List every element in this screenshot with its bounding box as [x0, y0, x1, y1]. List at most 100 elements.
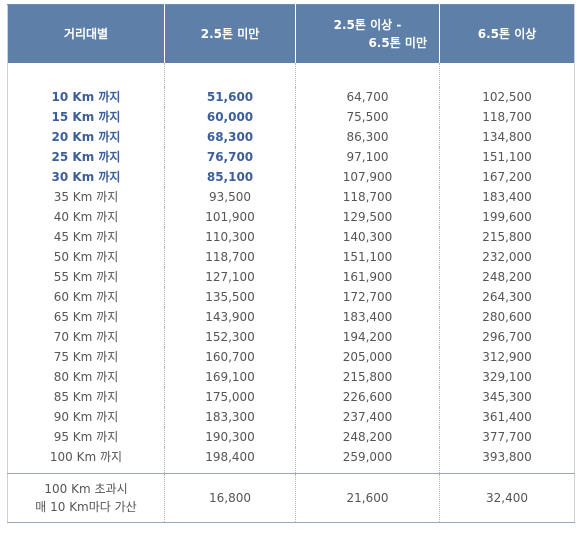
rate-over-6-5-ton-cell: 215,800	[482, 230, 532, 244]
rate-over-6-5-ton-cell: 361,400	[482, 410, 532, 424]
rate-2-5-to-6-5-ton-cell: 151,100	[295, 247, 440, 267]
rate-over-6-5-ton-cell: 280,600	[482, 310, 532, 324]
rate-2-5-to-6-5-ton-cell: 259,000	[295, 447, 440, 474]
table-row: 100 Km 까지 198,400 259,000 393,800	[7, 447, 575, 474]
rate-over-6-5-ton-cell: 134,800	[482, 130, 532, 144]
table-row: 10 Km 까지 51,600 64,700 102,500	[7, 87, 575, 107]
table-row: 65 Km 까지 143,900 183,400 280,600	[7, 307, 575, 327]
header-under-2-5-ton: 2.5톤 미만	[164, 4, 296, 63]
rate-under-2-5-ton-cell: 118,700	[164, 247, 296, 267]
rate-2-5-to-6-5-ton-cell: 75,500	[295, 107, 440, 127]
table-row: 35 Km 까지 93,500 118,700 183,400	[7, 187, 575, 207]
rate-over-6-5-ton-cell: 296,700	[482, 330, 532, 344]
surcharge-2-5-to-6-5-ton: 21,600	[295, 473, 440, 523]
distance-cell: 95 Km 까지	[7, 427, 165, 447]
rate-2-5-to-6-5-ton-cell: 140,300	[295, 227, 440, 247]
table-row: 15 Km 까지 60,000 75,500 118,700	[7, 107, 575, 127]
rate-over-6-5-ton-cell: 199,600	[482, 210, 532, 224]
rate-2-5-to-6-5-ton-cell: 161,900	[295, 267, 440, 287]
header-2-5-to-6-5-line1: 2.5톤 이상 -	[333, 18, 402, 32]
rate-2-5-to-6-5-ton-cell: 183,400	[295, 307, 440, 327]
distance-cell: 85 Km 까지	[7, 387, 165, 407]
header-over-6-5-ton: 6.5톤 이상	[439, 4, 575, 63]
rate-over-6-5-ton-cell: 264,300	[482, 290, 532, 304]
distance-cell: 70 Km 까지	[7, 327, 165, 347]
header-2-5-to-6-5-line2: 6.5톤 미만	[368, 36, 427, 50]
table-row: 75 Km 까지 160,700 205,000 312,900	[7, 347, 575, 367]
rate-under-2-5-ton-cell: 169,100	[164, 367, 296, 387]
table-row: 55 Km 까지 127,100 161,900 248,200	[7, 267, 575, 287]
table-row: 40 Km 까지 101,900 129,500 199,600	[7, 207, 575, 227]
distance-cell: 10 Km 까지	[7, 87, 165, 107]
rate-2-5-to-6-5-ton-cell: 129,500	[295, 207, 440, 227]
rate-under-2-5-ton-cell: 93,500	[164, 187, 296, 207]
surcharge-label: 100 Km 초과시 매 10 Km마다 가산	[7, 473, 165, 523]
distance-cell: 90 Km 까지	[7, 407, 165, 427]
distance-cell: 35 Km 까지	[7, 187, 165, 207]
rate-under-2-5-ton-cell: 51,600	[164, 87, 296, 107]
rate-under-2-5-ton-cell: 183,300	[164, 407, 296, 427]
rate-2-5-to-6-5-ton-cell: 97,100	[295, 147, 440, 167]
distance-cell: 80 Km 까지	[7, 367, 165, 387]
distance-cell: 25 Km 까지	[7, 147, 165, 167]
header-2-5-to-6-5-ton: 2.5톤 이상 - 6.5톤 미만	[295, 4, 440, 63]
rate-2-5-to-6-5-ton-cell: 64,700	[295, 87, 440, 107]
rate-under-2-5-ton-cell: 160,700	[164, 347, 296, 367]
rate-under-2-5-ton-cell: 198,400	[164, 447, 296, 474]
distance-cell: 15 Km 까지	[7, 107, 165, 127]
distance-cell: 55 Km 까지	[7, 267, 165, 287]
distance-cell: 75 Km 까지	[7, 347, 165, 367]
rate-under-2-5-ton-cell: 110,300	[164, 227, 296, 247]
distance-cell: 100 Km 까지	[7, 447, 165, 474]
table-row: 20 Km 까지 68,300 86,300 134,800	[7, 127, 575, 147]
rate-under-2-5-ton-cell: 190,300	[164, 427, 296, 447]
rate-over-6-5-ton-cell: 102,500	[482, 90, 532, 104]
rate-2-5-to-6-5-ton-cell: 205,000	[295, 347, 440, 367]
freight-rate-table: 거리대별 2.5톤 미만 2.5톤 이상 - 6.5톤 미만 6.5톤 이상 1…	[7, 4, 575, 523]
table-row: 70 Km 까지 152,300 194,200 296,700	[7, 327, 575, 347]
table-row: 80 Km 까지 169,100 215,800 329,100	[7, 367, 575, 387]
rate-under-2-5-ton-cell: 85,100	[164, 167, 296, 187]
surcharge-row: 100 Km 초과시 매 10 Km마다 가산 16,800 21,600 32…	[7, 473, 575, 523]
distance-cell: 65 Km 까지	[7, 307, 165, 327]
rate-2-5-to-6-5-ton-cell: 118,700	[295, 187, 440, 207]
rate-over-6-5-ton-cell: 393,800	[482, 450, 532, 464]
table-row: 45 Km 까지 110,300 140,300 215,800	[7, 227, 575, 247]
rate-rows: 10 Km 까지 51,600 64,700 102,500 15 Km 까지 60,00…	[7, 63, 575, 474]
rate-2-5-to-6-5-ton-cell: 194,200	[295, 327, 440, 347]
rate-over-6-5-ton-cell: 329,100	[482, 370, 532, 384]
rate-over-6-5-ton-cell: 183,400	[482, 190, 532, 204]
rate-2-5-to-6-5-ton-cell: 226,600	[295, 387, 440, 407]
table-row: 95 Km 까지 190,300 248,200 377,700	[7, 427, 575, 447]
rate-2-5-to-6-5-ton-cell: 172,700	[295, 287, 440, 307]
distance-cell: 20 Km 까지	[7, 127, 165, 147]
table-row: 60 Km 까지 135,500 172,700 264,300	[7, 287, 575, 307]
header-row: 거리대별 2.5톤 미만 2.5톤 이상 - 6.5톤 미만 6.5톤 이상	[7, 4, 575, 63]
surcharge-under-2-5-ton: 16,800	[164, 473, 296, 523]
rate-2-5-to-6-5-ton-cell: 248,200	[295, 427, 440, 447]
rate-2-5-to-6-5-ton-cell: 86,300	[295, 127, 440, 147]
rate-under-2-5-ton-cell: 68,300	[164, 127, 296, 147]
rate-over-6-5-ton-cell: 377,700	[482, 430, 532, 444]
rate-table-container: 거리대별 2.5톤 미만 2.5톤 이상 - 6.5톤 미만 6.5톤 이상 1…	[7, 4, 575, 540]
rate-under-2-5-ton-cell: 135,500	[164, 287, 296, 307]
header-distance: 거리대별	[7, 4, 165, 63]
surcharge-label-line2: 매 10 Km마다 가산	[35, 500, 137, 514]
distance-cell: 45 Km 까지	[7, 227, 165, 247]
rate-under-2-5-ton-cell: 143,900	[164, 307, 296, 327]
distance-cell: 60 Km 까지	[7, 287, 165, 307]
rate-under-2-5-ton-cell: 175,000	[164, 387, 296, 407]
rate-over-6-5-ton-cell: 345,300	[482, 390, 532, 404]
rate-over-6-5-ton-cell: 312,900	[482, 350, 532, 364]
rate-under-2-5-ton-cell: 60,000	[164, 107, 296, 127]
surcharge-over-6-5-ton: 32,400	[439, 473, 575, 523]
spacer-row	[7, 63, 575, 87]
distance-cell: 50 Km 까지	[7, 247, 165, 267]
distance-cell: 40 Km 까지	[7, 207, 165, 227]
table-row: 25 Km 까지 76,700 97,100 151,100	[7, 147, 575, 167]
rate-2-5-to-6-5-ton-cell: 107,900	[295, 167, 440, 187]
rate-2-5-to-6-5-ton-cell: 237,400	[295, 407, 440, 427]
rate-under-2-5-ton-cell: 152,300	[164, 327, 296, 347]
table-row: 30 Km 까지 85,100 107,900 167,200	[7, 167, 575, 187]
distance-cell: 30 Km 까지	[7, 167, 165, 187]
